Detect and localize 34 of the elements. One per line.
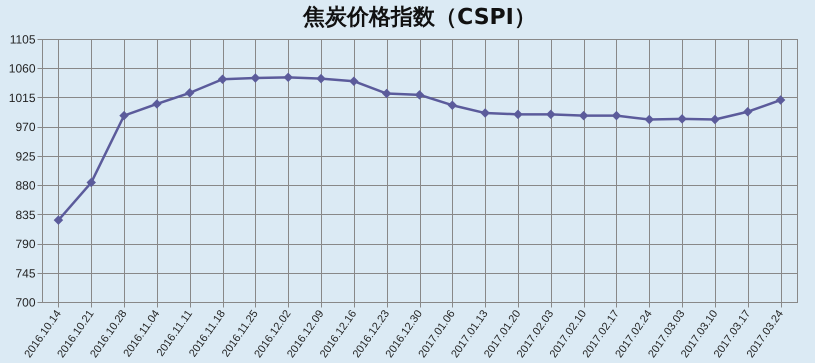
point [776, 95, 786, 105]
point [546, 110, 556, 120]
y-tick-label: 1015 [8, 90, 36, 105]
y-tick-label: 1060 [8, 62, 36, 76]
point [743, 106, 753, 116]
point [677, 114, 687, 124]
point [448, 100, 458, 110]
point [612, 110, 622, 120]
point [250, 73, 260, 83]
y-tick-label: 745 [15, 266, 36, 280]
point [86, 178, 96, 188]
point [382, 88, 392, 98]
point [316, 74, 326, 84]
point [152, 99, 162, 109]
y-tick-label: 1105 [10, 32, 36, 46]
point [710, 114, 720, 124]
point [513, 110, 523, 120]
point [119, 110, 129, 120]
y-tick-label: 700 [15, 296, 36, 310]
y-tick-label: 925 [15, 149, 36, 164]
point [578, 110, 588, 120]
point [54, 215, 64, 225]
chart-title: 焦炭价格指数（CSPI） [302, 5, 536, 30]
point [349, 76, 359, 86]
y-tick-label: 835 [15, 208, 36, 222]
y-tick-label: 970 [15, 120, 36, 134]
point [644, 114, 654, 124]
y-tick-label: 790 [15, 237, 36, 252]
point [283, 72, 293, 82]
point [218, 74, 228, 84]
y-tick-label: 880 [15, 178, 36, 193]
point [184, 88, 194, 98]
point [414, 90, 424, 100]
point [480, 108, 490, 118]
